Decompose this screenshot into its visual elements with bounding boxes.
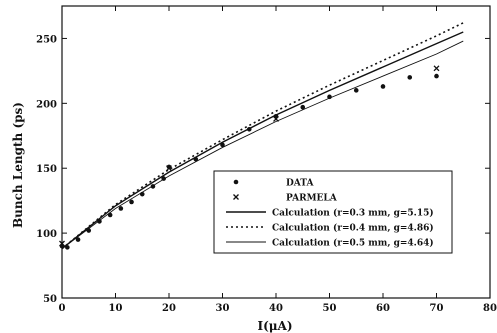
series-4-line [61,40,464,250]
x-marker-stroke [433,65,440,72]
y-tick-label: 200 [36,99,57,110]
y-tick-label: 50 [43,294,57,305]
legend: DATA PARMELA Calculation (r=0.3 mm, g=5.15… [213,170,453,254]
series-0-point [220,142,225,148]
series-0-point [380,84,386,89]
y-tick-label: 150 [36,164,57,175]
legend-swatch-0 [233,179,239,185]
series-0-point [129,199,134,205]
series-0-point [300,104,306,110]
plot-area [59,22,464,250]
series-1-point [433,65,440,72]
x-tick-label: 60 [376,303,390,314]
x-tick-label: 80 [483,303,497,314]
legend-label-0: DATA [286,179,315,189]
x-tick-label: 50 [323,303,337,314]
x-tick-label: 10 [109,303,123,314]
x-marker-stroke [273,115,279,122]
series-3-line [61,22,464,250]
legend-label-3: Calculation (r=0.4 mm, g=4.86) [272,223,434,234]
y-tick-label: 100 [36,229,57,240]
legend-swatch-1 [233,194,239,200]
series-2-line [61,31,464,250]
legend-label-2: Calculation (r=0.3 mm, g=5.15) [272,208,434,219]
series-0-point [65,245,70,250]
legend-label-1: PARMELA [286,194,338,204]
series-0-point [75,237,81,242]
x-tick-label: 40 [269,303,283,314]
legend-label-4: Calculation (r=0.5 mm, g=4.64) [272,238,434,249]
series-0-point [434,73,439,79]
x-tick-label: 0 [59,303,66,314]
y-axis-title: Bunch Length (ps) [11,102,25,228]
x-marker-stroke [233,194,239,200]
series-0-point [407,75,413,80]
axes: 0 10 20 30 40 50 60 70 80 50 100 150 200 250 [36,5,497,314]
x-tick-label: 20 [162,303,176,314]
y-tick-label: 250 [36,34,57,45]
plot-frame [61,5,491,299]
x-tick-label: 30 [216,303,230,314]
series-0-point [118,206,124,211]
x-axis-title: I(μA) [257,319,292,333]
series-0-point [353,88,359,93]
x-tick-label: 70 [430,303,444,314]
